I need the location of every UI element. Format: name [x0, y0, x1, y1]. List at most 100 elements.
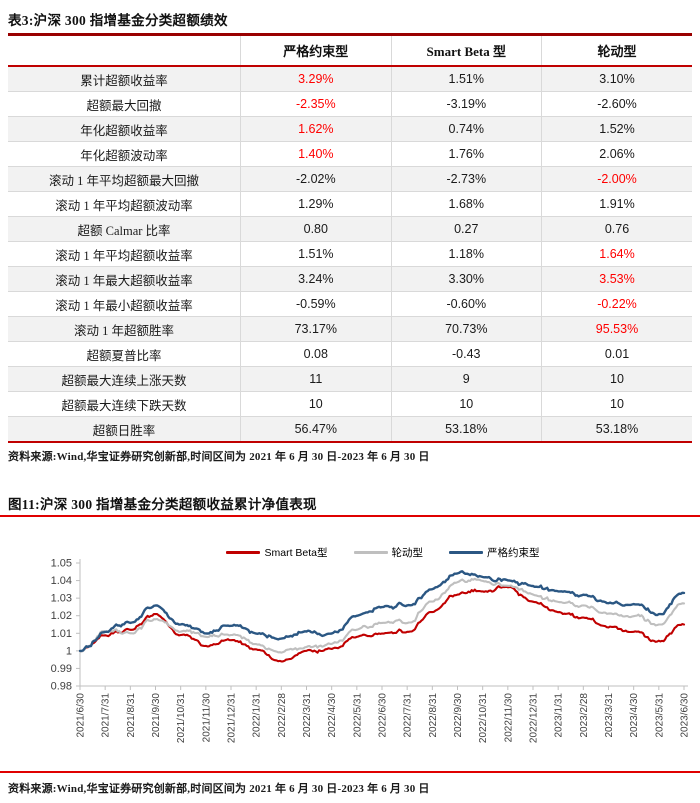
series-line-smart-beta	[78, 585, 686, 663]
x-axis-label: 2022/5/31	[352, 693, 363, 738]
x-axis-label: 2022/7/31	[403, 693, 414, 738]
table-row: 滚动 1 年平均超额波动率 1.29% 1.68% 1.91%	[8, 191, 692, 217]
x-axis-label: 2021/12/31	[227, 693, 238, 743]
performance-table: 严格约束型 Smart Beta 型 轮动型 累计超额收益率 3.29% 1.51%…	[8, 33, 692, 443]
metric-value: -0.22%	[541, 291, 692, 317]
metric-label: 滚动 1 年最大超额收益率	[8, 266, 241, 292]
metric-label: 超额最大连续上涨天数	[8, 366, 241, 392]
x-axis-label: 2022/3/31	[302, 693, 313, 738]
x-axis-label: 2021/10/31	[176, 693, 187, 743]
metric-label: 超额最大回撤	[8, 91, 241, 117]
table-row: 超额最大连续下跌天数 10 10 10	[8, 391, 692, 417]
metric-value: 0.27	[390, 216, 542, 242]
x-axis-label: 2021/9/30	[151, 693, 162, 738]
series-line-strict-constraint	[78, 570, 686, 653]
x-axis-label: 2022/1/31	[252, 693, 263, 738]
metric-value: 1.64%	[541, 241, 692, 267]
table-row: 超额 Calmar 比率 0.80 0.27 0.76	[8, 216, 692, 242]
series-line-rotation	[78, 577, 686, 654]
table-row: 累计超额收益率 3.29% 1.51% 3.10%	[8, 66, 692, 92]
table-row: 超额夏普比率 0.08 -0.43 0.01	[8, 341, 692, 367]
metric-value: -3.19%	[390, 91, 542, 117]
bottom-rule	[0, 771, 700, 773]
metric-value: -0.43	[390, 341, 542, 367]
metric-value: 1.62%	[240, 116, 392, 142]
metric-value: 2.06%	[541, 141, 692, 167]
header-metric-blank	[8, 34, 241, 67]
metric-value: -2.00%	[541, 166, 692, 192]
table-row: 超额日胜率 56.47% 53.18% 53.18%	[8, 416, 692, 442]
metric-value: 1.51%	[390, 66, 542, 92]
metric-value: 1.18%	[390, 241, 542, 267]
y-axis-label: 1.02	[51, 610, 72, 622]
x-axis-label: 2023/4/30	[629, 693, 640, 738]
metric-value: 3.53%	[541, 266, 692, 292]
x-axis-label: 2023/2/28	[579, 693, 590, 738]
metric-label: 滚动 1 年最小超额收益率	[8, 291, 241, 317]
legend-label: 轮动型	[391, 547, 424, 559]
metric-value: -2.35%	[240, 91, 392, 117]
table-row: 滚动 1 年最大超额收益率 3.24% 3.30% 3.53%	[8, 266, 692, 292]
x-axis-label: 2022/4/30	[327, 693, 338, 738]
metric-value: 1.29%	[240, 191, 392, 217]
metric-value: 1.91%	[541, 191, 692, 217]
legend-line-swatch	[353, 550, 388, 555]
metric-value: 10	[240, 391, 392, 417]
metric-label: 滚动 1 年平均超额波动率	[8, 191, 241, 217]
legend-item: 轮动型	[353, 545, 424, 560]
metric-value: 1.52%	[541, 116, 692, 142]
legend-item: 严格约束型	[449, 545, 540, 560]
table-row: 滚动 1 年平均超额收益率 1.51% 1.18% 1.64%	[8, 241, 692, 267]
metric-label: 超额日胜率	[8, 416, 241, 442]
chart-title-rule	[0, 515, 700, 517]
table-row: 年化超额波动率 1.40% 1.76% 2.06%	[8, 141, 692, 167]
metric-label: 滚动 1 年平均超额收益率	[8, 241, 241, 267]
metric-value: 0.80	[240, 216, 392, 242]
metric-value: -2.60%	[541, 91, 692, 117]
metric-value: 0.08	[240, 341, 392, 367]
metric-value: -2.73%	[390, 166, 542, 192]
metric-value: 10	[390, 391, 542, 417]
legend-line-swatch	[226, 550, 261, 555]
metric-value: 73.17%	[240, 316, 392, 342]
metric-label: 超额夏普比率	[8, 341, 241, 367]
metric-value: 0.76	[541, 216, 692, 242]
metric-value: 53.18%	[390, 416, 542, 442]
x-axis-label: 2022/9/30	[453, 693, 464, 738]
header-strict-constraint: 严格约束型	[240, 34, 392, 67]
table-row: 超额最大连续上涨天数 11 9 10	[8, 366, 692, 392]
metric-value: 56.47%	[240, 416, 392, 442]
header-rotation: 轮动型	[541, 34, 692, 67]
x-axis-label: 2022/12/31	[529, 693, 540, 743]
metric-value: 10	[541, 366, 692, 392]
x-axis-label: 2022/8/31	[428, 693, 439, 738]
legend-line-swatch	[449, 550, 484, 555]
metric-value: 0.01	[541, 341, 692, 367]
chart-title: 图11:沪深 300 指增基金分类超额收益累计净值表现	[8, 497, 317, 512]
metric-label: 年化超额收益率	[8, 116, 241, 142]
chart-source-note: 资料来源:Wind,华宝证券研究创新部,时间区间为 2021 年 6 月 30 …	[8, 783, 430, 795]
metric-value: 1.68%	[390, 191, 542, 217]
metric-value: 3.29%	[240, 66, 392, 92]
metric-value: 1.76%	[390, 141, 542, 167]
metric-value: -0.59%	[240, 291, 392, 317]
table-row: 滚动 1 年超额胜率 73.17% 70.73% 95.53%	[8, 316, 692, 342]
x-axis-label: 2021/6/30	[76, 693, 87, 738]
y-axis-label: 1.03	[51, 593, 72, 605]
y-axis-label: 1	[66, 645, 72, 657]
table-row: 滚动 1 年平均超额最大回撤 -2.02% -2.73% -2.00%	[8, 166, 692, 192]
excess-return-line-chart: 1.05 1.04 1.03 1.02 1.01 1 0.99 0.98 2021/6/30 20…	[0, 520, 700, 770]
metric-label: 滚动 1 年平均超额最大回撤	[8, 166, 241, 192]
x-axis-label: 2021/7/31	[101, 693, 112, 738]
metric-value: 9	[390, 366, 542, 392]
metric-value: 3.10%	[541, 66, 692, 92]
metric-value: 3.24%	[240, 266, 392, 292]
metric-label: 累计超额收益率	[80, 73, 168, 88]
table-source-note: 资料来源:Wind,华宝证券研究创新部,时间区间为 2021 年 6 月 30 …	[8, 451, 430, 463]
metric-label: 滚动 1 年超额胜率	[8, 316, 241, 342]
x-axis-label: 2021/11/30	[201, 693, 212, 743]
table-row: 年化超额收益率 1.62% 0.74% 1.52%	[8, 116, 692, 142]
metric-value: 70.73%	[390, 316, 542, 342]
metric-value: 11	[240, 366, 392, 392]
